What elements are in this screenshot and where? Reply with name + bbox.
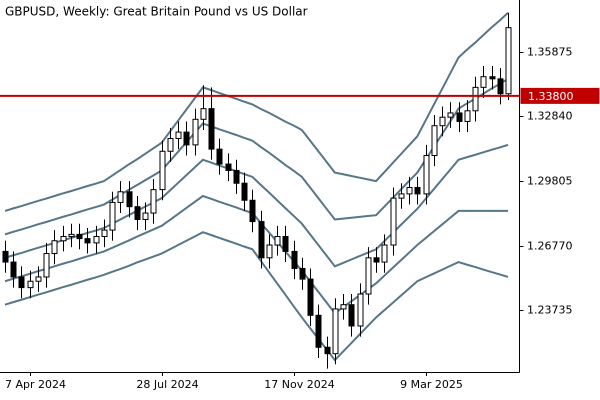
y-tick-label: 1.29805 bbox=[527, 175, 573, 188]
candle-body bbox=[84, 238, 91, 244]
candle-body bbox=[216, 148, 223, 165]
candle-body bbox=[398, 193, 405, 199]
bollinger-band bbox=[4, 231, 509, 362]
candle-body bbox=[101, 229, 108, 237]
candle-body bbox=[431, 125, 438, 157]
candle-body bbox=[497, 78, 504, 95]
y-tick-label: 1.26770 bbox=[527, 240, 573, 253]
y-tick-label: 1.32840 bbox=[527, 110, 573, 123]
candle-body bbox=[390, 197, 397, 246]
candle-body bbox=[266, 244, 273, 259]
candle-body bbox=[456, 112, 463, 122]
bollinger-band bbox=[4, 12, 509, 212]
bollinger-band bbox=[4, 143, 509, 268]
candle-body bbox=[414, 186, 421, 195]
candle-body bbox=[225, 163, 232, 171]
candle-body bbox=[365, 257, 372, 295]
candle-body bbox=[175, 131, 182, 139]
candle-body bbox=[324, 346, 331, 355]
candle-body bbox=[299, 267, 306, 280]
chart-title: GBPUSD, Weekly: Great Britain Pound vs U… bbox=[5, 5, 308, 19]
candle-body bbox=[282, 235, 289, 252]
candle-body bbox=[126, 191, 133, 208]
candle-body bbox=[315, 314, 322, 348]
candle-body bbox=[2, 250, 9, 263]
candle-body bbox=[439, 116, 446, 127]
candle-body bbox=[472, 86, 479, 112]
candle-body bbox=[109, 201, 116, 231]
candle-body bbox=[200, 108, 207, 120]
candle-body bbox=[35, 276, 42, 282]
candle-body bbox=[142, 212, 149, 220]
candle-body bbox=[192, 118, 199, 146]
candle-body bbox=[505, 27, 512, 95]
candle-body bbox=[307, 278, 314, 316]
bollinger-band bbox=[4, 194, 508, 315]
candle-body bbox=[423, 155, 430, 195]
candle-body bbox=[381, 244, 388, 263]
candle-body bbox=[274, 235, 281, 246]
x-tick-label: 28 Jul 2024 bbox=[136, 378, 198, 391]
candle-body bbox=[480, 76, 487, 88]
candle-body bbox=[150, 189, 157, 214]
x-tick-label: 17 Nov 2024 bbox=[264, 378, 334, 391]
candle-body bbox=[43, 253, 50, 278]
candle-body bbox=[464, 110, 471, 122]
candle-body bbox=[291, 250, 298, 269]
candle-body bbox=[76, 233, 83, 240]
candle-body bbox=[27, 280, 34, 289]
price-label: 1.33800 bbox=[528, 90, 574, 103]
candle-body bbox=[134, 206, 141, 220]
x-tick-label: 9 Mar 2025 bbox=[400, 378, 463, 391]
candle-body bbox=[249, 199, 256, 223]
candle-body bbox=[373, 257, 380, 263]
candle-body bbox=[241, 182, 248, 201]
candle-body bbox=[93, 235, 100, 244]
candle-body bbox=[183, 131, 190, 146]
x-tick-label: 7 Apr 2024 bbox=[5, 378, 66, 391]
candle-body bbox=[357, 293, 364, 327]
y-tick-label: 1.35875 bbox=[527, 46, 573, 59]
candle-body bbox=[51, 240, 58, 255]
candle-body bbox=[60, 235, 67, 242]
candle-body bbox=[447, 112, 454, 118]
candle-body bbox=[406, 186, 413, 195]
candle-body bbox=[348, 304, 355, 327]
price-label-box bbox=[520, 87, 600, 104]
y-tick-label: 1.23735 bbox=[527, 304, 573, 317]
candle-body bbox=[68, 233, 75, 237]
candle-body bbox=[489, 76, 496, 80]
candle-body bbox=[117, 191, 124, 203]
candle-body bbox=[159, 150, 166, 191]
candle-body bbox=[340, 304, 347, 310]
candle-body bbox=[10, 261, 17, 278]
candle-body bbox=[233, 169, 240, 184]
candle-body bbox=[208, 108, 215, 150]
candle-body bbox=[18, 276, 25, 289]
candle-body bbox=[167, 137, 174, 152]
candle-body bbox=[258, 221, 265, 259]
candle-body bbox=[332, 308, 339, 355]
